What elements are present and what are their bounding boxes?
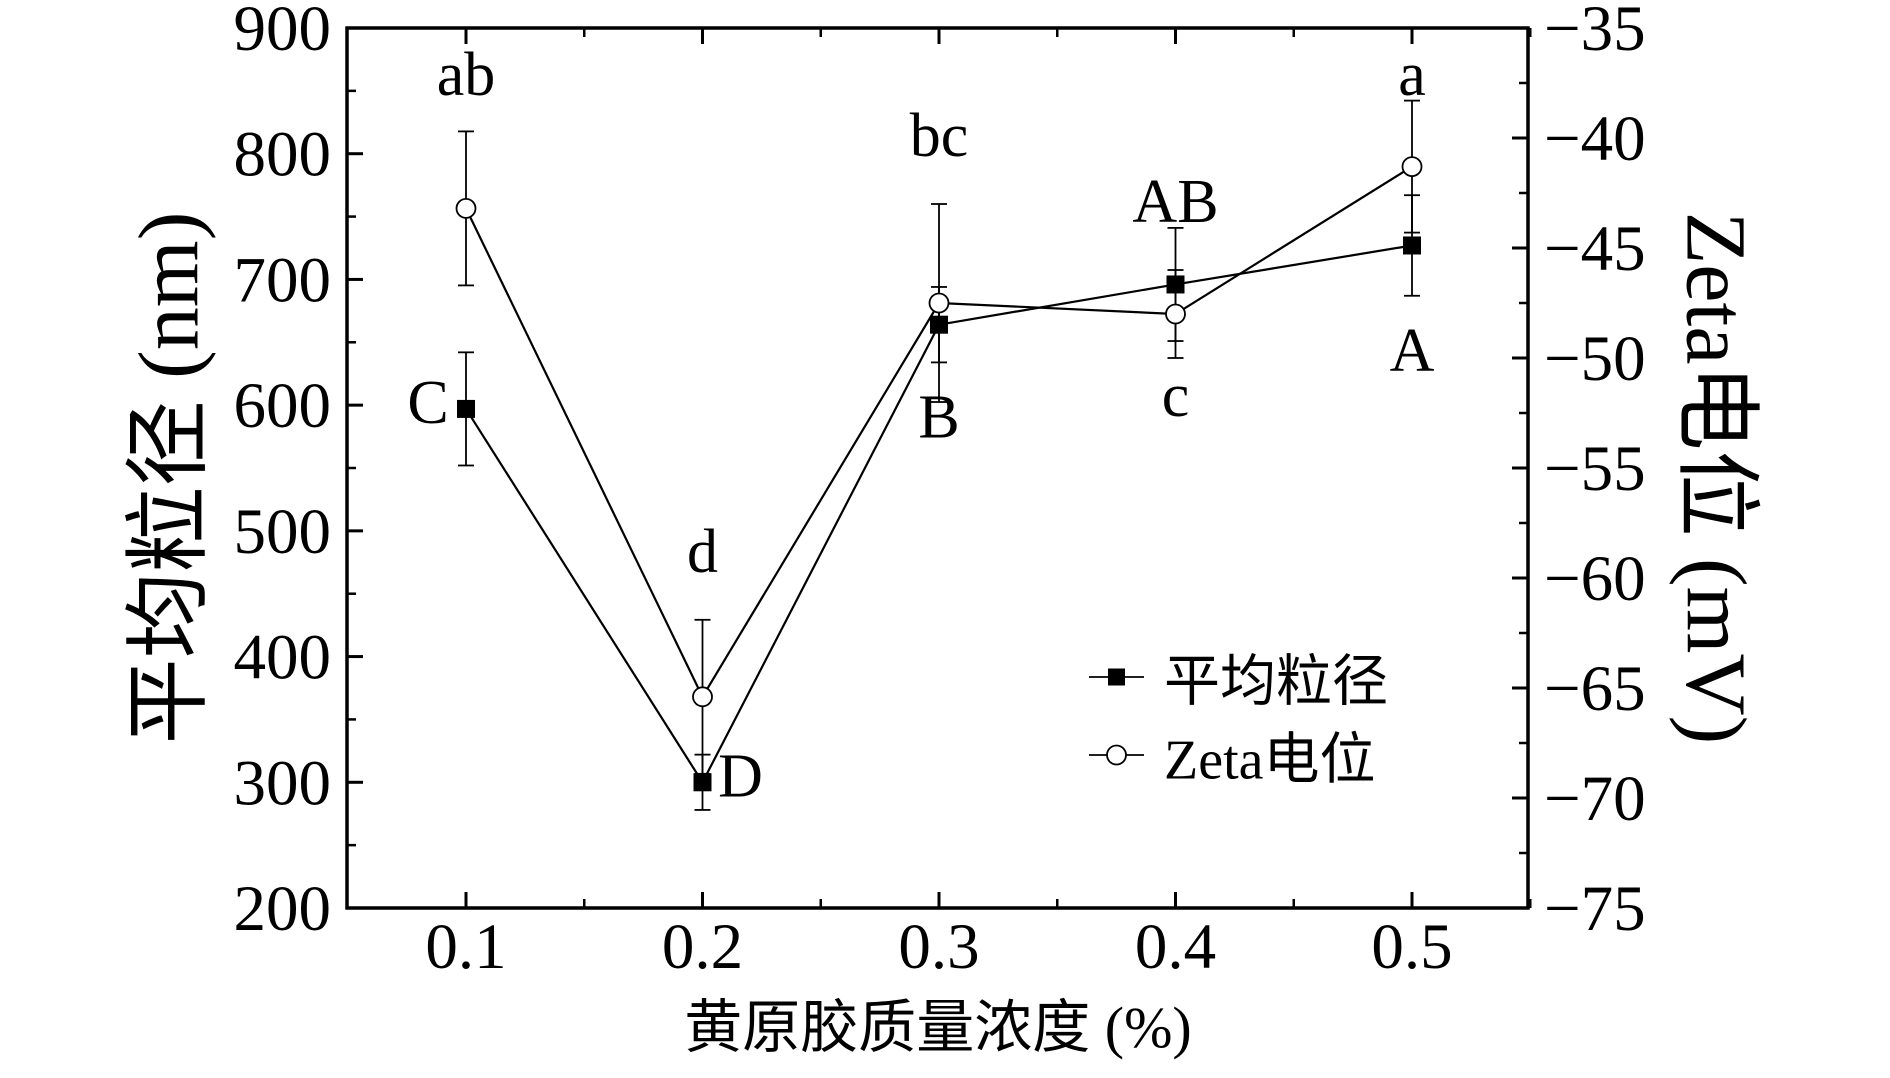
svg-text:−50: −50 [1544,323,1646,395]
svg-text:B: B [918,383,959,451]
svg-text:700: 700 [234,244,332,316]
svg-text:ab: ab [437,41,496,109]
svg-text:400: 400 [234,622,332,694]
svg-text:A: A [1390,317,1435,385]
svg-text:300: 300 [234,747,332,819]
svg-text:900: 900 [234,0,332,65]
svg-text:−35: −35 [1544,0,1646,65]
svg-text:−45: −45 [1544,213,1646,285]
svg-text:bc: bc [910,102,969,170]
svg-text:C: C [407,369,448,437]
svg-text:800: 800 [234,119,332,191]
svg-text:500: 500 [234,496,332,568]
svg-text:0.5: 0.5 [1371,911,1452,983]
svg-text:d: d [687,518,718,586]
svg-text:−75: −75 [1544,873,1646,945]
svg-text:c: c [1162,362,1190,430]
svg-text:−60: −60 [1544,543,1646,615]
svg-text:0.4: 0.4 [1135,911,1216,983]
svg-text:D: D [718,742,763,810]
svg-text:200: 200 [234,873,332,945]
svg-text:0.1: 0.1 [425,911,506,983]
svg-text:−70: −70 [1544,763,1646,835]
svg-text:−40: −40 [1544,103,1646,175]
svg-text:a: a [1398,41,1426,109]
svg-text:0.2: 0.2 [662,911,743,983]
svg-text:600: 600 [234,370,332,442]
svg-text:−55: −55 [1544,433,1646,505]
svg-text:AB: AB [1132,168,1218,236]
svg-text:0.3: 0.3 [898,911,979,983]
svg-text:−65: −65 [1544,653,1646,725]
